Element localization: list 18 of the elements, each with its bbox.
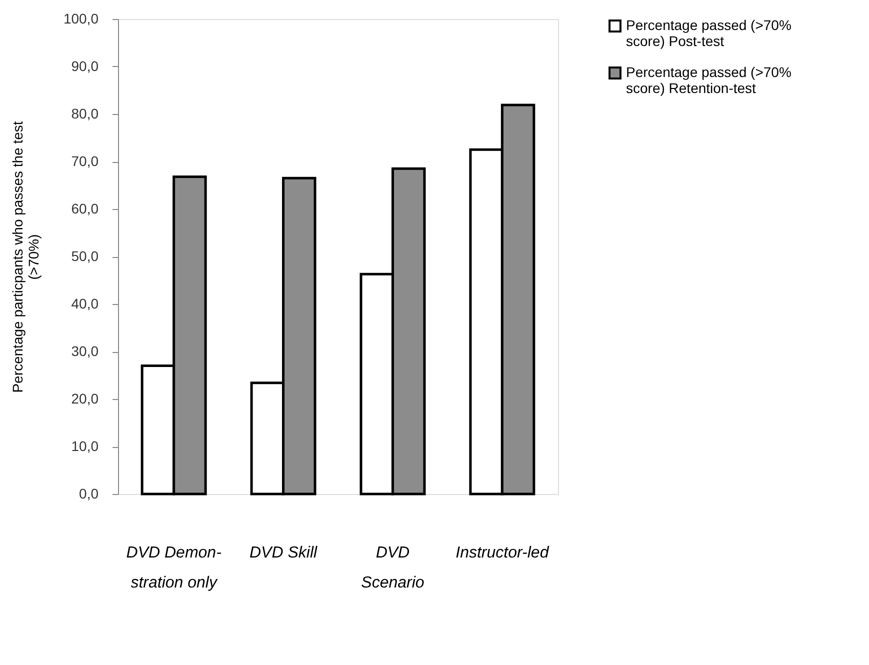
y-tick-label: 40,0 (71, 296, 99, 312)
y-tick-label: 0,0 (79, 486, 99, 502)
y-tick-label: 70,0 (71, 153, 99, 169)
y-tick-label: 50,0 (71, 248, 99, 264)
y-tick-label: 80,0 (71, 106, 99, 122)
legend-label: Percentage passed (>70% score) Retention-test (626, 64, 792, 96)
y-tick-label: 30,0 (71, 343, 99, 359)
x-tick-label: DVD Skill (249, 544, 318, 562)
x-tick-label: Instructor-led (456, 544, 550, 562)
x-tick-label: DVD Scenario (361, 544, 424, 592)
y-tick-label: 60,0 (71, 200, 99, 216)
y-tick-label: 10,0 (71, 438, 99, 454)
x-tick-label: DVD Demon- stration only (126, 544, 222, 592)
y-tick-label: 100,0 (63, 10, 99, 26)
y-axis-title: Percentage particpants who passes the test (>70%) (9, 121, 42, 393)
y-tick-label: 20,0 (71, 390, 99, 406)
y-tick-label: 90,0 (71, 58, 99, 74)
legend-label: Percentage passed (>70% score) Post-test (626, 17, 792, 49)
